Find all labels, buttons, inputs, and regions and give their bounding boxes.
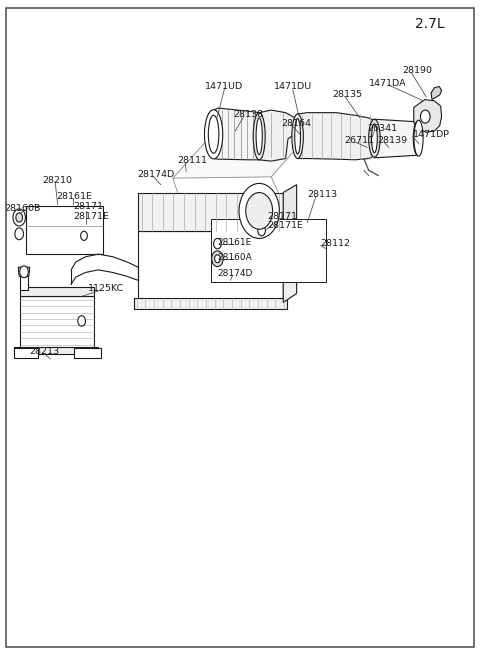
- Ellipse shape: [295, 119, 300, 154]
- Polygon shape: [259, 110, 298, 161]
- Polygon shape: [14, 348, 38, 358]
- Polygon shape: [414, 100, 442, 132]
- Ellipse shape: [369, 119, 380, 157]
- Text: 28171E: 28171E: [73, 212, 109, 221]
- Circle shape: [214, 238, 221, 249]
- Polygon shape: [211, 219, 326, 282]
- Text: 28174D: 28174D: [137, 170, 175, 179]
- Ellipse shape: [415, 126, 420, 151]
- Circle shape: [81, 231, 87, 240]
- Polygon shape: [173, 131, 312, 178]
- Circle shape: [246, 193, 273, 229]
- Ellipse shape: [204, 109, 223, 159]
- Text: 26341: 26341: [367, 124, 397, 133]
- Circle shape: [78, 316, 85, 326]
- Text: 28210: 28210: [42, 176, 72, 185]
- Circle shape: [420, 110, 430, 123]
- Text: 1471UD: 1471UD: [205, 82, 243, 91]
- Text: 28160A: 28160A: [217, 253, 252, 262]
- Text: 28112: 28112: [321, 239, 350, 248]
- Ellipse shape: [292, 114, 303, 159]
- Polygon shape: [374, 119, 418, 158]
- Text: 28139: 28139: [377, 136, 408, 145]
- Ellipse shape: [256, 118, 263, 155]
- Circle shape: [258, 225, 265, 236]
- Polygon shape: [20, 296, 94, 348]
- Ellipse shape: [414, 120, 423, 156]
- Polygon shape: [14, 347, 98, 354]
- Text: 28135: 28135: [332, 90, 362, 100]
- Text: 28138: 28138: [234, 110, 264, 119]
- Circle shape: [20, 266, 28, 278]
- Ellipse shape: [413, 121, 422, 155]
- Text: 28161E: 28161E: [217, 238, 251, 247]
- Ellipse shape: [208, 115, 219, 153]
- Text: 28161E: 28161E: [57, 192, 93, 201]
- Polygon shape: [134, 298, 287, 309]
- Polygon shape: [214, 108, 259, 160]
- Polygon shape: [26, 206, 103, 254]
- Text: 28213: 28213: [29, 346, 59, 356]
- Circle shape: [16, 213, 23, 222]
- Text: 28113: 28113: [307, 190, 337, 199]
- Text: 28171E: 28171E: [267, 221, 303, 231]
- Circle shape: [212, 251, 223, 267]
- Polygon shape: [298, 113, 374, 160]
- Circle shape: [239, 183, 279, 238]
- Circle shape: [215, 255, 220, 263]
- Polygon shape: [138, 231, 283, 303]
- Polygon shape: [74, 348, 101, 358]
- Text: 28174D: 28174D: [217, 269, 252, 278]
- Text: 28164: 28164: [281, 119, 311, 128]
- Text: 1471DA: 1471DA: [369, 79, 406, 88]
- Polygon shape: [18, 267, 30, 276]
- Polygon shape: [138, 193, 283, 231]
- Ellipse shape: [253, 113, 265, 160]
- Text: 28171: 28171: [73, 202, 104, 211]
- Text: 2.7L: 2.7L: [415, 17, 444, 31]
- Text: 28111: 28111: [178, 156, 207, 165]
- Circle shape: [15, 228, 24, 240]
- Circle shape: [13, 209, 25, 226]
- Polygon shape: [431, 86, 442, 100]
- Text: 28171: 28171: [267, 212, 298, 221]
- Text: 28160B: 28160B: [4, 204, 40, 213]
- Polygon shape: [283, 185, 297, 231]
- Text: 1471DP: 1471DP: [413, 130, 450, 139]
- Text: 28190: 28190: [402, 66, 432, 75]
- Polygon shape: [20, 276, 28, 290]
- Text: 26711: 26711: [345, 136, 374, 145]
- Text: 1125KC: 1125KC: [88, 284, 124, 293]
- Ellipse shape: [372, 124, 377, 153]
- Polygon shape: [283, 223, 297, 303]
- Text: 1471DU: 1471DU: [274, 82, 312, 91]
- Polygon shape: [20, 287, 94, 296]
